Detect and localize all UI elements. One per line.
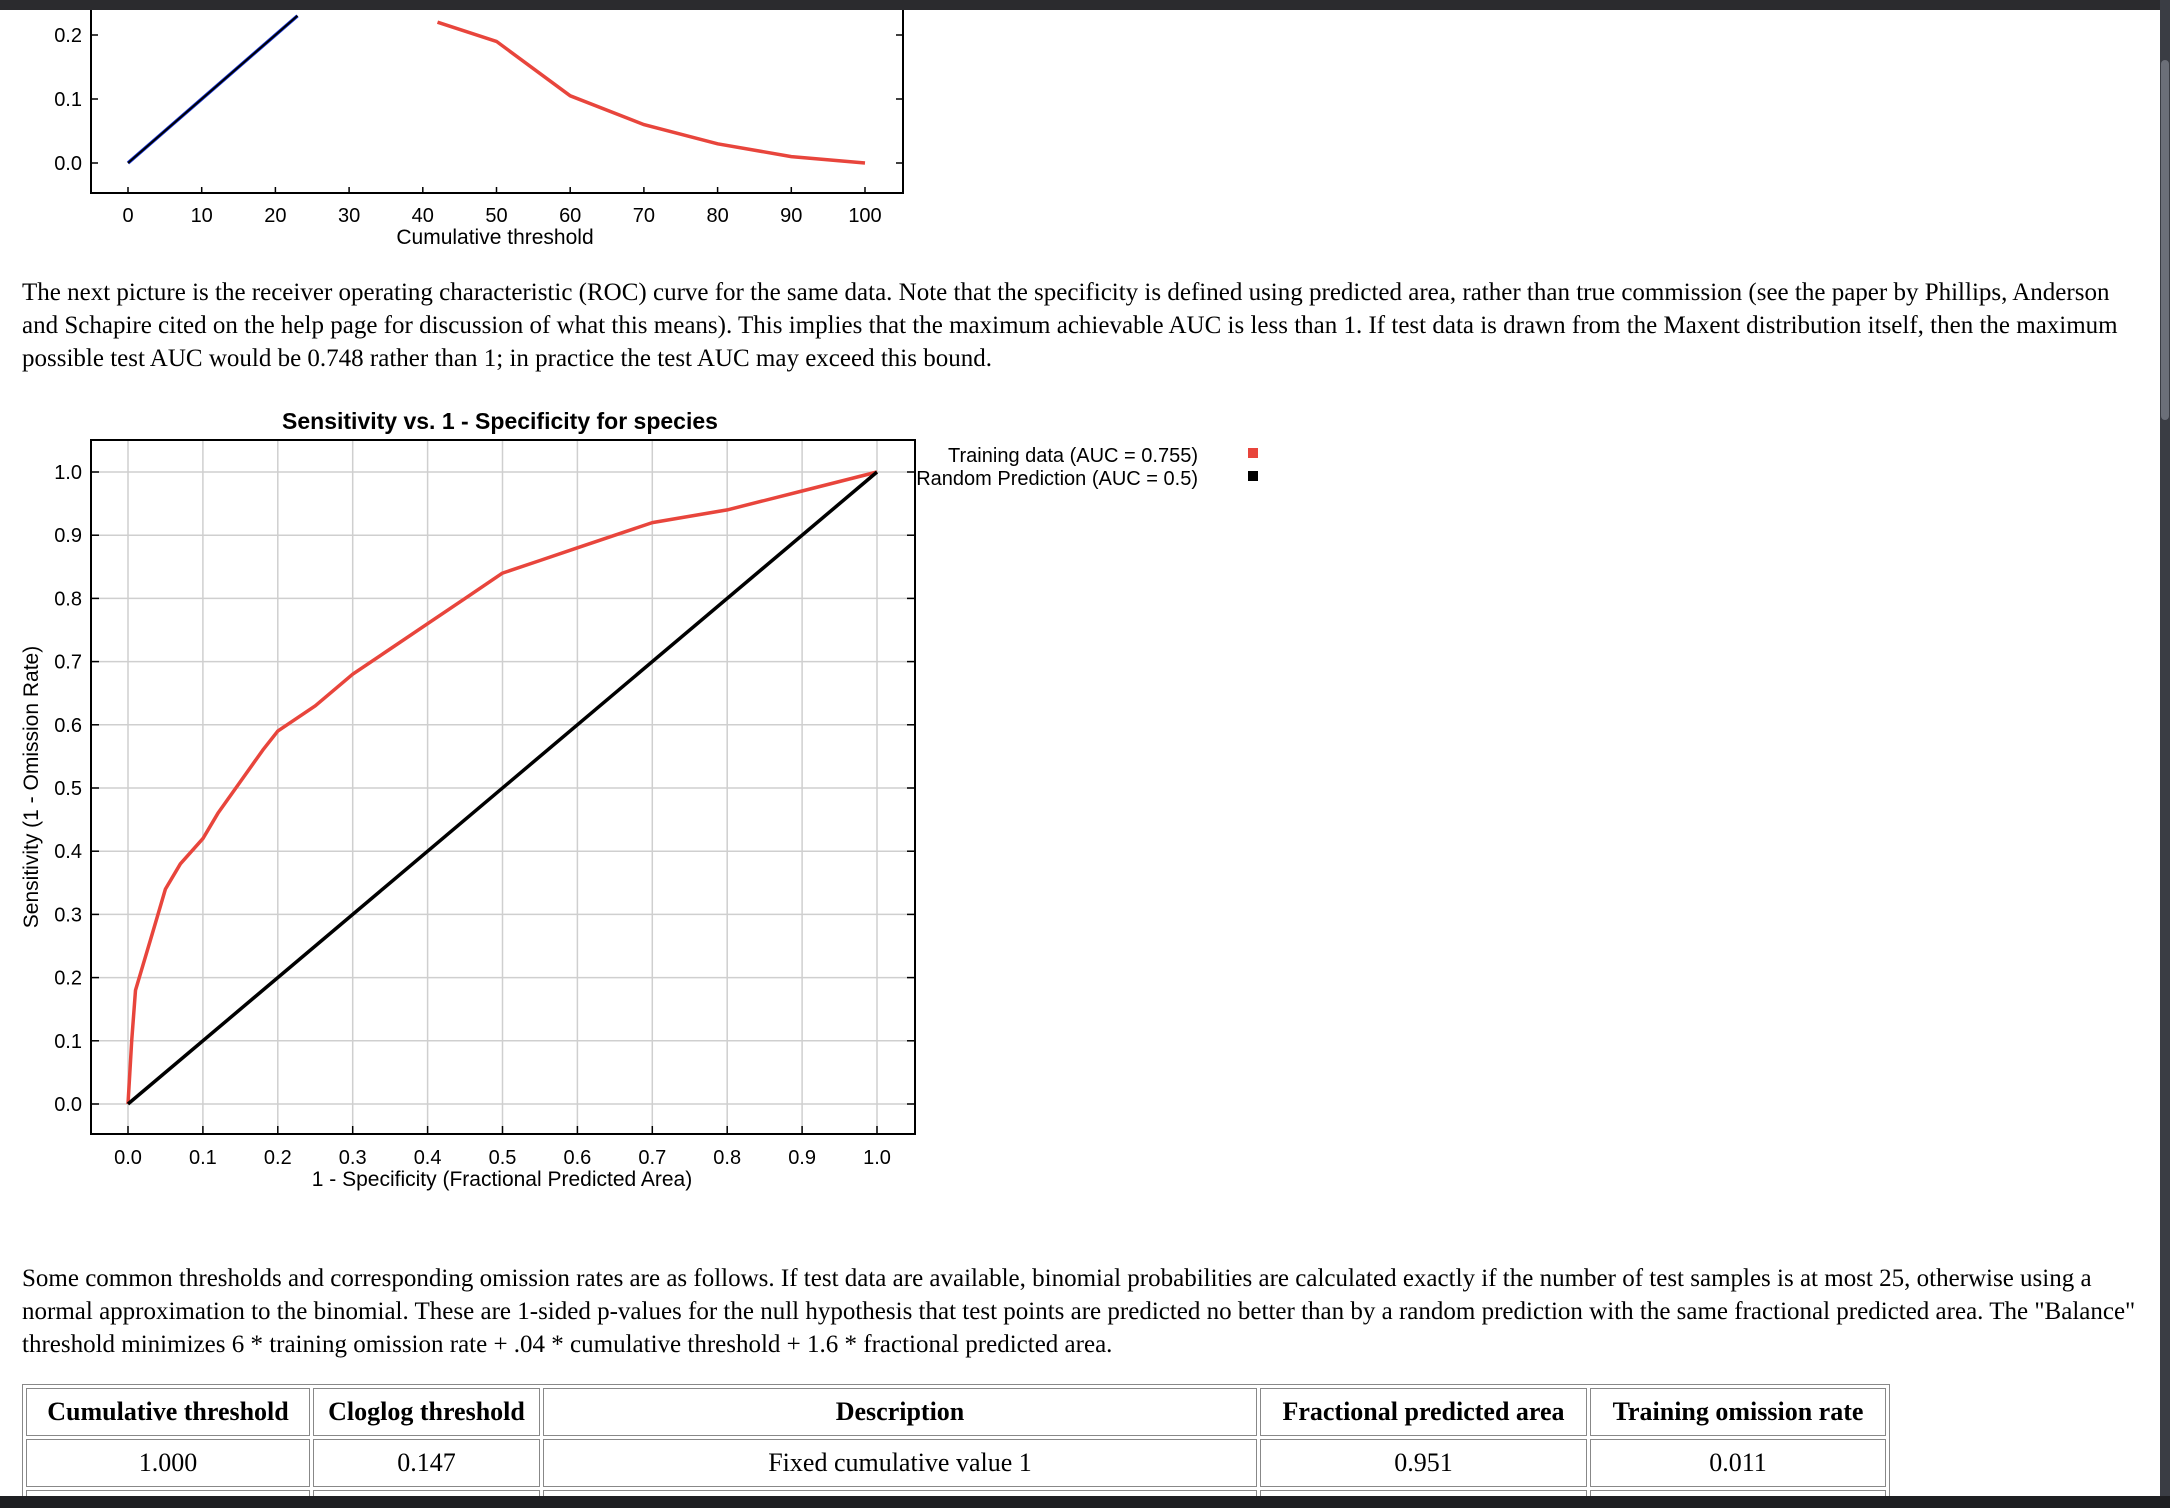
roc-legend-entry: Training data (AUC = 0.755): [948, 445, 1198, 467]
roc-random-line: [126, 470, 879, 1106]
top-x-tick-label: 100: [848, 205, 881, 227]
roc-x-tick-label: 0.3: [339, 1147, 367, 1169]
roc-y-tick-label: 0.0: [54, 1094, 82, 1116]
roc-y-tick-label: 0.7: [54, 652, 82, 674]
roc-training-curve: [126, 470, 878, 1105]
roc-description-paragraph: The next picture is the receiver operati…: [22, 279, 2118, 372]
th-fractional-predicted-area: Fractional predicted area: [1260, 1388, 1587, 1436]
table-row: [26, 1490, 1886, 1496]
top-y-tick-label: 0.0: [54, 153, 82, 175]
top-x-tick-label: 40: [412, 205, 434, 227]
scrollbar-thumb[interactable]: [2161, 60, 2169, 420]
th-cloglog-threshold: Cloglog threshold: [313, 1388, 540, 1436]
top-x-tick-label: 90: [780, 205, 802, 227]
roc-x-tick-label: 0.1: [189, 1147, 217, 1169]
roc-chart: Sensitivity vs. 1 - Specificity for spec…: [20, 408, 1258, 1191]
roc-x-tick-label: 0.9: [788, 1147, 816, 1169]
top-x-tick-label: 30: [338, 205, 360, 227]
cell-cloglog-threshold: 0.147: [313, 1439, 540, 1487]
roc-y-tick-label: 1.0: [54, 462, 82, 484]
top-x-tick-label: 10: [191, 205, 213, 227]
table-header-row: Cumulative threshold Cloglog threshold D…: [26, 1388, 1886, 1436]
th-description: Description: [543, 1388, 1257, 1436]
roc-y-tick-label: 0.6: [54, 715, 82, 737]
roc-x-tick-label: 1.0: [863, 1147, 891, 1169]
top-x-tick-label: 50: [485, 205, 507, 227]
roc-chart-title: Sensitivity vs. 1 - Specificity for spec…: [282, 408, 718, 434]
cell-empty: [1260, 1490, 1587, 1496]
cell-fractional-predicted-area: 0.951: [1260, 1439, 1587, 1487]
roc-y-tick-label: 0.9: [54, 525, 82, 547]
top-x-tick-label: 20: [264, 205, 286, 227]
top-series-line: [436, 20, 866, 165]
cumulative-threshold-chart: 0 10 20 30 40 50 60 70 80 90 100 0.0 0.1 0.2 Cumulat…: [54, 10, 904, 249]
thresholds-description-paragraph: Some common thresholds and corresponding…: [22, 1265, 2136, 1358]
top-chart-xlabel: Cumulative threshold: [396, 226, 593, 249]
top-y-tick-label: 0.1: [54, 89, 82, 111]
window-bottom-edge: [0, 1496, 2170, 1508]
top-x-tick-label: 70: [633, 205, 655, 227]
roc-legend-swatch: [1248, 471, 1258, 481]
top-series-line: [127, 15, 299, 164]
roc-y-tick-label: 0.3: [54, 904, 82, 926]
roc-y-tick-label: 0.4: [54, 841, 82, 863]
cell-empty: [26, 1490, 310, 1496]
th-cumulative-threshold: Cumulative threshold: [26, 1388, 310, 1436]
roc-y-tick-label: 0.8: [54, 588, 82, 610]
cell-cumulative-threshold: 1.000: [26, 1439, 310, 1487]
th-training-omission-rate: Training omission rate: [1590, 1388, 1886, 1436]
cell-training-omission-rate: 0.011: [1590, 1439, 1886, 1487]
roc-y-tick-label: 0.2: [54, 968, 82, 990]
cell-empty: [1590, 1490, 1886, 1496]
roc-x-tick-label: 0.6: [563, 1147, 591, 1169]
browser-content: 0 10 20 30 40 50 60 70 80 90 100 0.0 0.1 0.2 Cumulat…: [0, 10, 2160, 1496]
top-y-tick-label: 0.2: [54, 25, 82, 47]
roc-legend-swatch: [1248, 448, 1258, 458]
thresholds-table: Cumulative threshold Cloglog threshold D…: [22, 1384, 1890, 1496]
roc-x-tick-label: 0.7: [638, 1147, 666, 1169]
roc-x-tick-label: 0.8: [713, 1147, 741, 1169]
cell-description: Fixed cumulative value 1: [543, 1439, 1257, 1487]
roc-chart-xlabel: 1 - Specificity (Fractional Predicted Ar…: [312, 1168, 692, 1191]
roc-x-tick-label: 0.5: [489, 1147, 517, 1169]
roc-x-tick-label: 0.4: [414, 1147, 442, 1169]
top-x-tick-label: 0: [122, 205, 133, 227]
cell-empty: [543, 1490, 1257, 1496]
top-x-tick-label: 80: [706, 205, 728, 227]
roc-y-tick-label: 0.1: [54, 1031, 82, 1053]
roc-y-tick-label: 0.5: [54, 778, 82, 800]
cell-empty: [313, 1490, 540, 1496]
roc-legend-entry: Random Prediction (AUC = 0.5): [916, 468, 1198, 490]
roc-x-tick-label: 0.2: [264, 1147, 292, 1169]
roc-x-tick-label: 0.0: [114, 1147, 142, 1169]
top-x-tick-label: 60: [559, 205, 581, 227]
vertical-scrollbar[interactable]: [2160, 0, 2170, 1508]
roc-chart-ylabel: Sensitivity (1 - Omission Rate): [20, 646, 43, 928]
table-row: 1.000 0.147 Fixed cumulative value 1 0.9…: [26, 1439, 1886, 1487]
